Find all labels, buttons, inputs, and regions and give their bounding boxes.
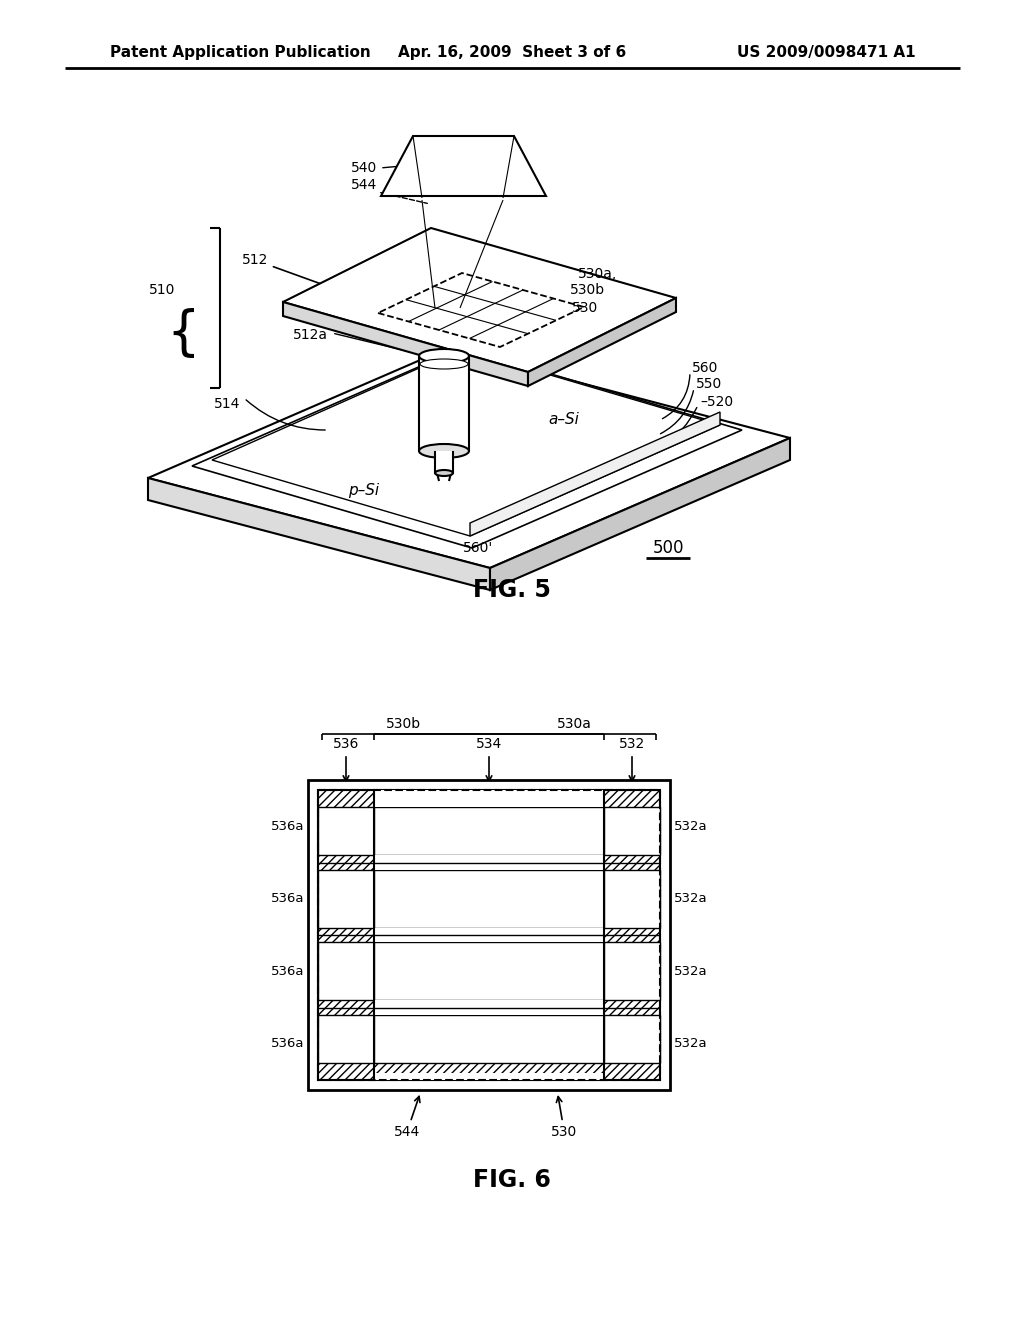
Text: 530b: 530b [570, 282, 605, 297]
Text: 536: 536 [333, 737, 359, 751]
Ellipse shape [420, 359, 468, 370]
Text: Patent Application Publication: Patent Application Publication [110, 45, 371, 59]
Ellipse shape [435, 470, 453, 477]
Text: US 2009/0098471 A1: US 2009/0098471 A1 [737, 45, 916, 59]
Bar [374, 928, 604, 942]
Text: {: { [166, 308, 200, 360]
Bar [374, 1015, 604, 1063]
Text: 560': 560' [463, 541, 494, 554]
Text: 536a: 536a [270, 965, 304, 978]
Polygon shape [193, 348, 742, 548]
Bar [374, 1073, 604, 1080]
Text: 512: 512 [242, 253, 355, 297]
Text: 536a: 536a [270, 820, 304, 833]
Ellipse shape [419, 444, 469, 458]
Ellipse shape [419, 348, 469, 363]
Bar [604, 942, 660, 1001]
Bar [318, 870, 374, 928]
Text: 560: 560 [692, 360, 719, 375]
Text: –520: –520 [700, 395, 733, 409]
Text: 532a: 532a [674, 892, 708, 906]
Bar [318, 789, 660, 1080]
Text: 544: 544 [394, 1097, 420, 1139]
Bar [604, 808, 660, 855]
Text: 532a: 532a [674, 820, 708, 833]
Bar [374, 870, 604, 928]
Bar [374, 855, 604, 870]
Polygon shape [528, 298, 676, 385]
Bar [374, 808, 604, 855]
Polygon shape [381, 136, 546, 195]
Polygon shape [148, 478, 490, 590]
Text: 530: 530 [572, 301, 598, 315]
Text: 530b: 530b [386, 717, 421, 731]
Text: 536a: 536a [270, 1038, 304, 1051]
Bar [604, 870, 660, 928]
Text: 510: 510 [148, 282, 175, 297]
Polygon shape [283, 228, 676, 372]
Polygon shape [490, 438, 790, 590]
Bar [604, 1015, 660, 1063]
Polygon shape [283, 302, 528, 385]
Text: FIG. 5: FIG. 5 [473, 578, 551, 602]
Text: 532: 532 [618, 737, 645, 751]
Bar [374, 1001, 604, 1015]
Polygon shape [212, 348, 720, 536]
Bar [318, 1015, 374, 1063]
Bar [318, 808, 374, 855]
Text: 512a: 512a [293, 327, 328, 342]
Text: 532a: 532a [674, 965, 708, 978]
Text: 540: 540 [351, 161, 377, 176]
Bar [374, 942, 604, 1001]
Bar [318, 942, 374, 1001]
Text: 530: 530 [551, 1097, 578, 1139]
Polygon shape [378, 273, 584, 347]
Text: a–Si: a–Si [548, 412, 579, 428]
Text: 530a: 530a [557, 717, 592, 731]
Text: Apr. 16, 2009  Sheet 3 of 6: Apr. 16, 2009 Sheet 3 of 6 [398, 45, 626, 59]
Text: 550: 550 [696, 378, 722, 391]
Text: 514: 514 [214, 397, 240, 411]
Polygon shape [148, 348, 790, 568]
Text: 534: 534 [476, 737, 502, 751]
Text: 530a,: 530a, [578, 267, 617, 281]
Bar [308, 780, 670, 1090]
Text: 544: 544 [351, 178, 377, 191]
Polygon shape [470, 412, 720, 536]
Text: FIG. 6: FIG. 6 [473, 1168, 551, 1192]
Bar [435, 451, 453, 473]
Bar [419, 356, 469, 451]
Text: 536a: 536a [270, 892, 304, 906]
Bar [374, 789, 604, 808]
Text: p–Si: p–Si [348, 483, 379, 498]
Text: 532a: 532a [674, 1038, 708, 1051]
Bar [318, 789, 660, 1080]
Text: 500: 500 [652, 539, 684, 557]
